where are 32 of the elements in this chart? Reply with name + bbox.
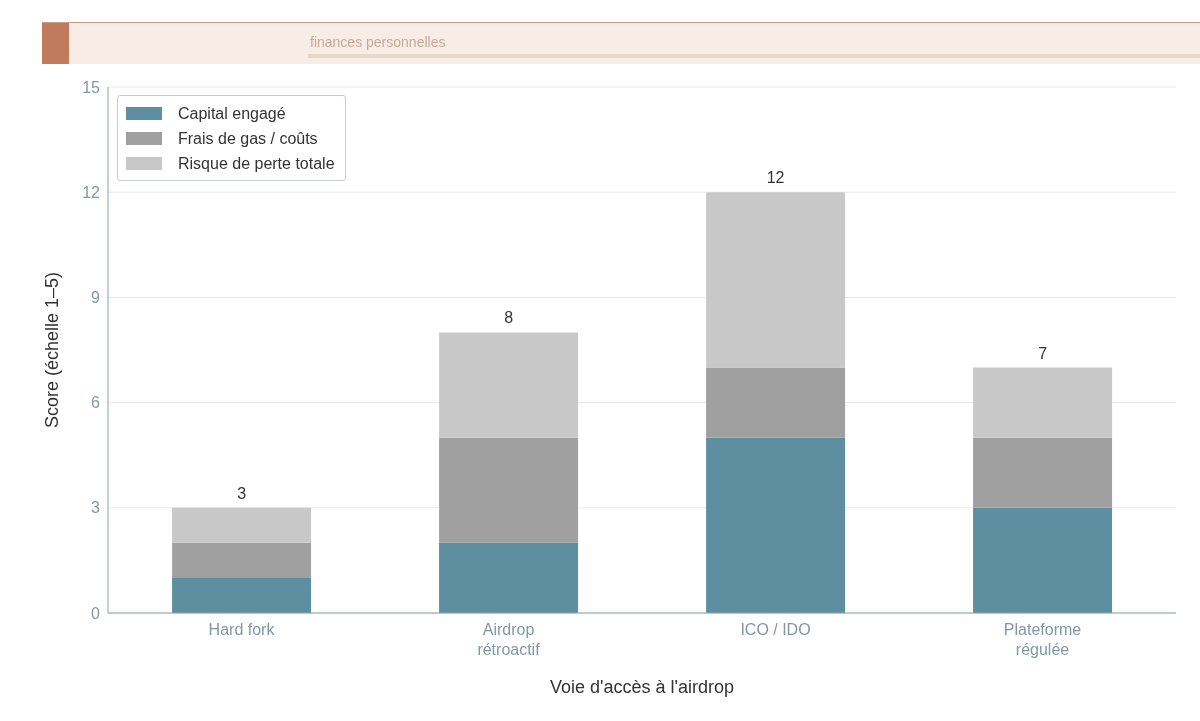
y-tick-label: 15 — [82, 78, 101, 96]
y-tick-label: 3 — [91, 499, 101, 517]
total-label: 7 — [1038, 344, 1048, 362]
total-label: 12 — [766, 169, 785, 187]
legend-label: Frais de gas / coûts — [178, 129, 318, 148]
bar — [706, 437, 846, 613]
bar — [439, 542, 579, 613]
x-tick-label: Airdrop rétroactif — [477, 621, 541, 659]
bar — [172, 577, 312, 613]
x-tick-label: Hard fork — [208, 621, 276, 639]
bar — [973, 367, 1113, 438]
chart-subtitle: finances personnelles — [310, 34, 446, 50]
bar — [172, 542, 312, 578]
y-tick-label: 9 — [91, 289, 101, 307]
legend-label: Capital engagé — [178, 104, 286, 123]
x-tick-label: Plateforme régulée — [1003, 621, 1082, 659]
y-tick-label: 6 — [91, 394, 101, 412]
bar — [706, 367, 846, 438]
total-label: 3 — [237, 484, 247, 502]
bar — [172, 507, 312, 543]
bar — [706, 192, 846, 368]
legend-label: Risque de perte totale — [178, 154, 335, 173]
x-axis-title: Voie d'accès à l'airdrop — [550, 677, 734, 697]
x-tick-label: ICO / IDO — [740, 621, 811, 639]
bar — [973, 507, 1113, 613]
y-tick-label: 0 — [91, 604, 101, 622]
y-tick-label: 12 — [82, 183, 101, 201]
bar — [439, 332, 579, 438]
bar — [439, 437, 579, 543]
bar — [973, 437, 1113, 508]
y-axis-title: Score (échelle 1–5) — [42, 271, 62, 429]
total-label: 8 — [504, 309, 514, 327]
